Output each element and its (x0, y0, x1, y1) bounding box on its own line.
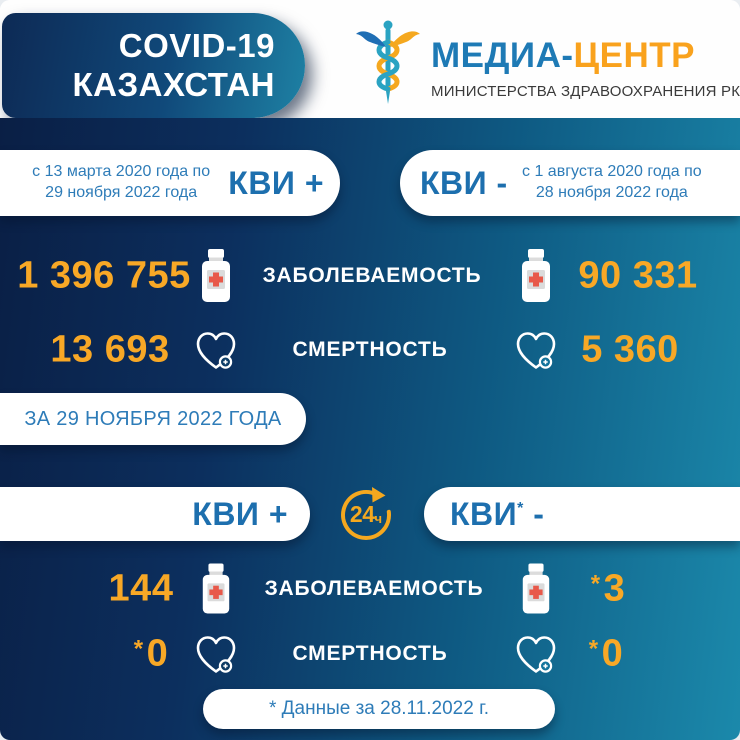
period-negative-dates: с 1 августа 2020 года по 28 ноября 2022 … (522, 163, 702, 201)
daily-positive-pill: КВИ + (0, 487, 310, 541)
24h-badge-text: 24 ч (349, 500, 383, 527)
daily-date-banner: ЗА 29 НОЯБРЯ 2022 ГОДА (0, 393, 306, 445)
daily-kvi-positive-label: КВИ + (192, 495, 288, 532)
period-negative-pill: КВИ - с 1 августа 2020 года по 28 ноября… (400, 150, 740, 216)
heart-stethoscope-icon (514, 331, 558, 371)
brand-name-center: ЦЕНТР (573, 36, 695, 75)
period-positive-dates: с 13 марта 2020 года по 29 ноября 2022 г… (32, 163, 211, 201)
heart-stethoscope-icon (514, 635, 558, 675)
medicine-bottle-icon (518, 563, 554, 615)
cumulative-incidence-label: ЗАБОЛЕВАЕМОСТЬ (262, 264, 482, 287)
period-positive-pill: с 13 марта 2020 года по 29 ноября 2022 г… (0, 150, 340, 216)
asterisk-marker: * (590, 570, 601, 598)
asterisk-superscript: * (517, 499, 524, 517)
heart-stethoscope-icon (194, 331, 238, 371)
medicine-bottle-icon (198, 563, 234, 615)
kvi-negative-label: КВИ - (420, 164, 508, 201)
header-band: COVID-19 КАЗАХСТАН МЕДИА-ЦЕНТР МИНИСТЕРС… (0, 0, 740, 118)
daily-negative-incidence-value: *3 (590, 567, 626, 610)
title-line1: COVID-19 (118, 27, 275, 65)
title-line2: КАЗАХСТАН (72, 65, 275, 103)
daily-incidence-label: ЗАБОЛЕВАЕМОСТЬ (264, 577, 484, 600)
medicine-bottle-icon (197, 249, 235, 303)
covid-title-banner: COVID-19 КАЗАХСТАН (2, 13, 305, 118)
footnote-pill: * Данные за 28.11.2022 г. (203, 689, 555, 729)
medicine-bottle-icon (517, 249, 555, 303)
asterisk-marker: * (133, 635, 144, 663)
brand-name-media: МЕДИА- (431, 36, 574, 75)
cumulative-mortality-label: СМЕРТНОСТЬ (292, 338, 448, 361)
stats-body: с 13 марта 2020 года по 29 ноября 2022 г… (0, 118, 740, 740)
cumulative-positive-incidence-value: 1 396 755 (17, 254, 191, 297)
caduceus-icon (356, 20, 420, 104)
brand-name: МЕДИА-ЦЕНТР (431, 36, 740, 76)
daily-kvi-negative-label: КВИ* - (450, 495, 545, 532)
brand-subtitle: МИНИСТЕРСТВА ЗДРАВООХРАНЕНИЯ РК (431, 83, 740, 100)
daily-negative-mortality-value: *0 (588, 632, 624, 675)
kvi-positive-label: КВИ + (228, 164, 324, 201)
brand-block: МЕДИА-ЦЕНТР МИНИСТЕРСТВА ЗДРАВООХРАНЕНИЯ… (356, 18, 740, 106)
asterisk-marker: * (588, 635, 599, 663)
cumulative-negative-mortality-value: 5 360 (581, 328, 679, 371)
daily-mortality-label: СМЕРТНОСТЬ (292, 642, 448, 665)
daily-positive-incidence-value: 144 (108, 567, 174, 610)
daily-positive-mortality-value: *0 (133, 632, 169, 675)
24h-clockwise-arrow-icon: 24 ч (337, 485, 395, 543)
cumulative-negative-incidence-value: 90 331 (578, 254, 698, 297)
daily-negative-pill: КВИ* - (424, 487, 740, 541)
heart-stethoscope-icon (194, 635, 238, 675)
page-title: COVID-19 КАЗАХСТАН (73, 27, 275, 104)
cumulative-positive-mortality-value: 13 693 (50, 328, 170, 371)
